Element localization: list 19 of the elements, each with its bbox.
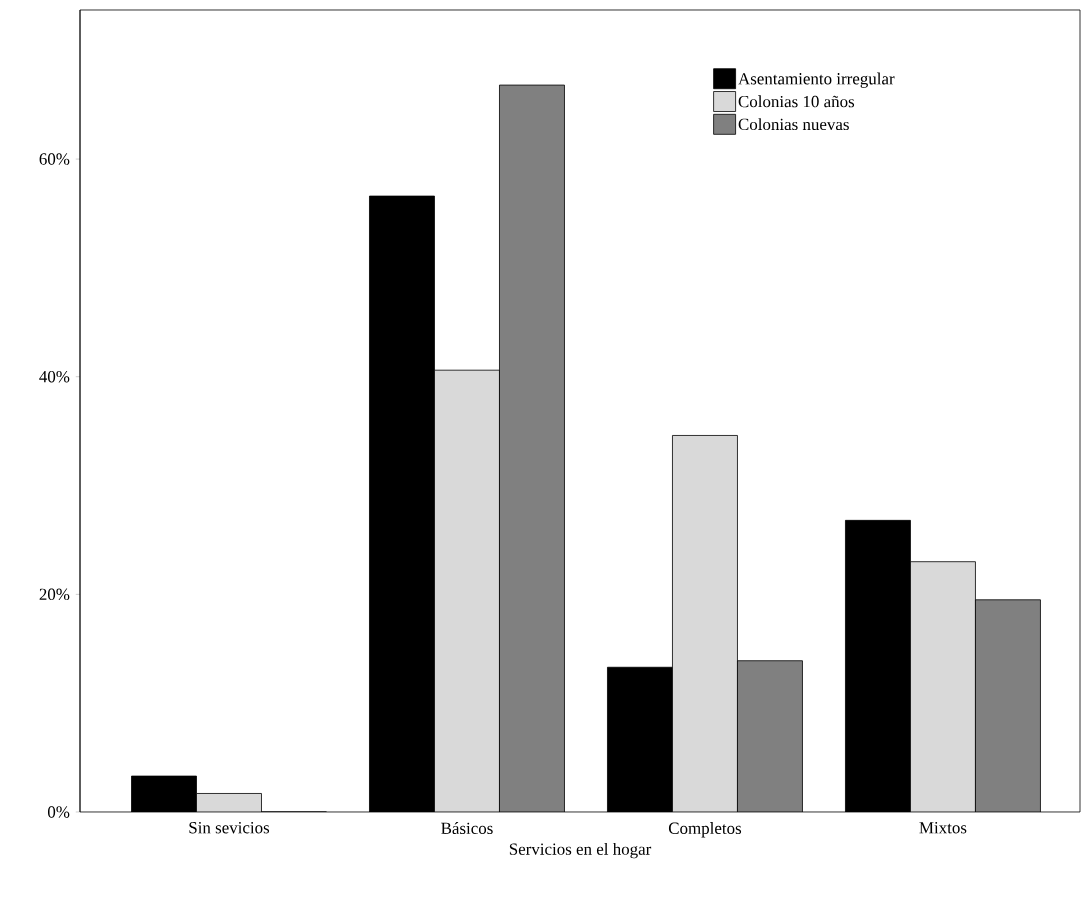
x-tick-label: Sin sevicios bbox=[189, 822, 270, 834]
bar bbox=[975, 599, 1041, 812]
x-tick-label: Completos bbox=[668, 822, 742, 838]
y-tick-label: 60% bbox=[39, 153, 70, 165]
x-axis-title: Servicios en el hogar bbox=[509, 842, 652, 859]
y-tick-label: 40% bbox=[39, 370, 70, 383]
legend-label: Colonias 10 años bbox=[738, 95, 855, 108]
bar bbox=[672, 435, 738, 812]
bar bbox=[737, 660, 803, 812]
bar bbox=[910, 561, 976, 812]
x-tick-label: Mixtos bbox=[919, 822, 967, 834]
y-tick-label: 20% bbox=[39, 588, 70, 601]
legend-label: Asentamiento irregular bbox=[738, 72, 895, 88]
x-tick-label: Básicos bbox=[441, 822, 493, 835]
bar bbox=[196, 793, 262, 812]
bar bbox=[434, 370, 500, 812]
y-tick-label: 0% bbox=[47, 806, 70, 818]
legend-label: Colonias nuevas bbox=[738, 118, 849, 131]
bar bbox=[499, 85, 565, 812]
